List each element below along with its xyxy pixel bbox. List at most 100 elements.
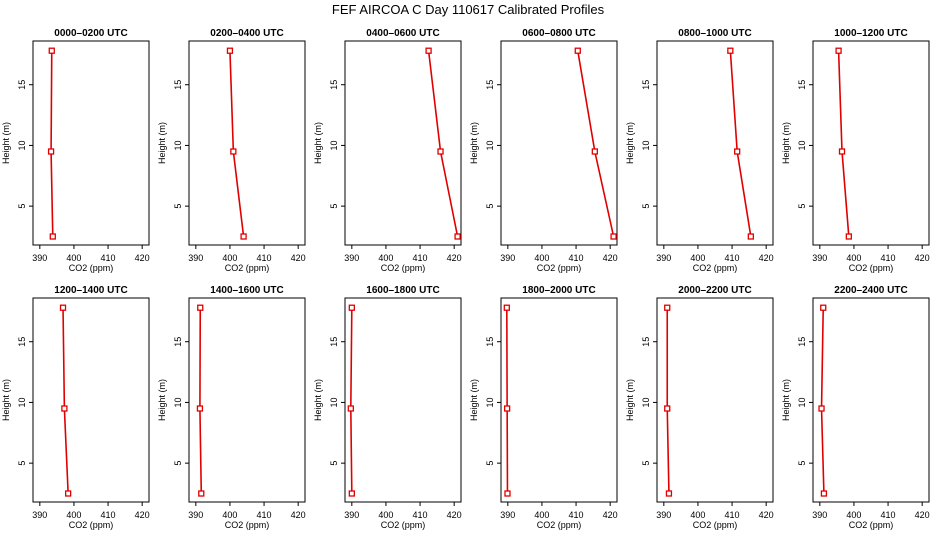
x-axis-label: CO2 (ppm): [537, 520, 582, 530]
data-point: [503, 405, 511, 412]
data-point: [591, 148, 598, 155]
x-tick-label: 420: [447, 510, 462, 520]
y-tick-label: 15: [17, 337, 27, 347]
data-point: [818, 405, 825, 412]
y-tick-label: 10: [329, 397, 339, 407]
x-tick-label: 400: [846, 253, 861, 263]
x-tick-label: 400: [378, 253, 393, 263]
x-tick-label: 420: [135, 510, 150, 520]
plot-frame: [188, 297, 306, 503]
x-tick-label: 400: [66, 253, 81, 263]
profile-line: [505, 307, 509, 494]
y-tick-label: 5: [329, 204, 339, 209]
data-point: [437, 148, 444, 155]
y-axis-label: Height (m): [157, 122, 167, 164]
profile-panel: 0200–0400 UTC 390 400 410 420 5 10 15 CO2 (ppm) H…: [157, 28, 306, 273]
x-axis-label: CO2 (ppm): [69, 263, 114, 273]
x-tick-label: 410: [101, 510, 116, 520]
data-point: [64, 490, 72, 497]
x-tick-label: 400: [846, 510, 861, 520]
plot-frame: [656, 297, 774, 503]
x-axis-label: CO2 (ppm): [69, 520, 114, 530]
plot-frame: [812, 40, 930, 246]
panel-title: 0200–0400 UTC: [210, 28, 283, 39]
x-tick-label: 400: [690, 510, 705, 520]
y-tick-label: 10: [17, 140, 27, 150]
profile-panel: 2200–2400 UTC 390 400 410 420 5 10 15 CO2 (ppm) H…: [781, 285, 930, 530]
x-tick-label: 410: [881, 510, 896, 520]
y-tick-label: 15: [173, 80, 183, 90]
panel-title: 0400–0600 UTC: [366, 28, 439, 39]
x-tick-label: 420: [759, 253, 774, 263]
y-axis-label: Height (m): [781, 379, 791, 421]
x-tick-label: 410: [569, 510, 584, 520]
profile-panel: 2000–2200 UTC 390 400 410 420 5 10 15 CO2 (ppm) H…: [625, 285, 774, 530]
x-tick-label: 410: [569, 253, 584, 263]
y-axis-label: Height (m): [781, 122, 791, 164]
x-axis-label: CO2 (ppm): [381, 263, 426, 273]
x-tick-label: 420: [447, 253, 462, 263]
data-point: [59, 304, 67, 311]
profile-panel: 1200–1400 UTC 390 400 410 420 5 10 15 CO2 (ppm) H…: [1, 285, 150, 530]
x-tick-label: 390: [32, 510, 47, 520]
x-tick-label: 410: [413, 510, 428, 520]
data-point: [820, 304, 827, 311]
panel-title: 0000–0200 UTC: [54, 28, 127, 39]
data-point: [230, 148, 237, 155]
x-tick-label: 400: [222, 253, 237, 263]
y-tick-label: 5: [17, 204, 27, 209]
profile-panel: 1800–2000 UTC 390 400 410 420 5 10 15 CO2 (ppm) H…: [469, 285, 618, 530]
profile-panel: 1000–1200 UTC 390 400 410 420 5 10 15 CO2 (ppm) H…: [781, 28, 930, 273]
y-tick-label: 15: [641, 80, 651, 90]
data-point: [198, 490, 205, 497]
x-tick-label: 420: [135, 253, 150, 263]
y-axis-label: Height (m): [1, 379, 11, 421]
x-tick-label: 390: [344, 510, 359, 520]
data-point: [845, 233, 852, 240]
x-tick-label: 390: [188, 253, 203, 263]
panel-title: 0800–1000 UTC: [678, 28, 751, 39]
data-point: [49, 233, 56, 240]
y-axis-label: Height (m): [157, 379, 167, 421]
plot-frame: [32, 297, 150, 503]
panel-title: 0600–0800 UTC: [522, 28, 595, 39]
panel-title: 1800–2000 UTC: [522, 285, 595, 296]
x-tick-label: 390: [656, 510, 671, 520]
x-tick-label: 410: [413, 253, 428, 263]
plot-frame: [656, 40, 774, 246]
x-tick-label: 420: [291, 253, 306, 263]
y-tick-label: 10: [485, 397, 495, 407]
y-tick-label: 10: [641, 397, 651, 407]
x-tick-label: 410: [725, 253, 740, 263]
y-tick-label: 5: [797, 461, 807, 466]
data-point: [820, 490, 828, 497]
x-tick-label: 410: [257, 510, 272, 520]
y-tick-label: 10: [17, 397, 27, 407]
data-point: [835, 47, 842, 54]
y-tick-label: 10: [641, 140, 651, 150]
data-point: [727, 47, 734, 54]
data-point: [610, 233, 617, 240]
y-tick-label: 10: [797, 397, 807, 407]
x-tick-label: 390: [344, 253, 359, 263]
y-tick-label: 10: [797, 140, 807, 150]
data-point: [226, 47, 234, 54]
x-tick-label: 390: [812, 510, 827, 520]
y-tick-label: 15: [329, 80, 339, 90]
x-axis-label: CO2 (ppm): [225, 520, 270, 530]
y-tick-label: 5: [485, 204, 495, 209]
x-axis-label: CO2 (ppm): [381, 520, 426, 530]
data-point: [47, 148, 55, 155]
x-axis-label: CO2 (ppm): [693, 263, 738, 273]
profile-panel: 0000–0200 UTC 390 400 410 420 5 10 15 CO2 (ppm) H…: [1, 28, 150, 273]
y-tick-label: 10: [329, 140, 339, 150]
plot-frame: [812, 297, 930, 503]
x-tick-label: 390: [500, 510, 515, 520]
data-point: [197, 304, 204, 311]
profile-panel: 0600–0800 UTC 390 400 410 420 5 10 15 CO2 (ppm) H…: [469, 28, 618, 273]
y-axis-label: Height (m): [469, 122, 479, 164]
data-point: [734, 148, 741, 155]
x-tick-label: 410: [257, 253, 272, 263]
